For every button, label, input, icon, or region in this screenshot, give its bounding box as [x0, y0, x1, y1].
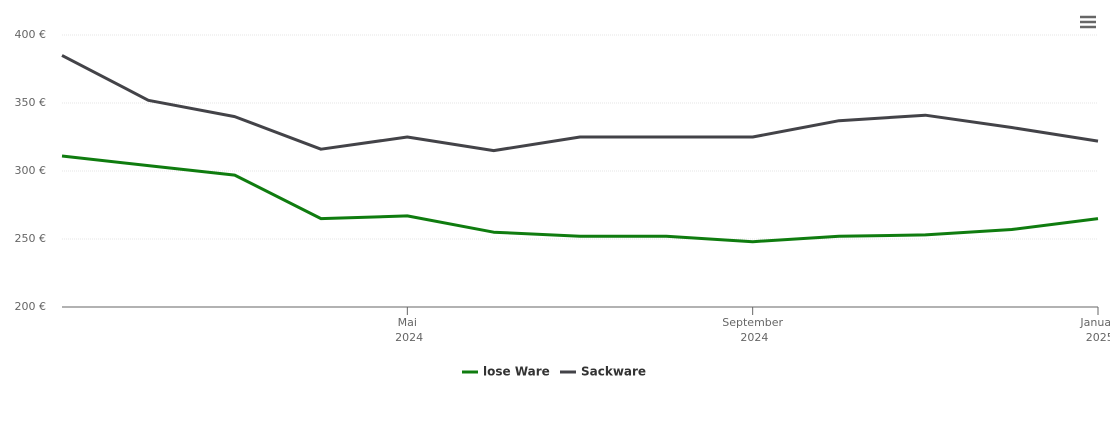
series-line	[61, 54, 1099, 153]
legend-text: lose Ware	[483, 365, 550, 379]
series-line	[61, 154, 1099, 244]
x-tick-label: Mai 2024	[392, 316, 424, 344]
y-tick-label: 300 €	[15, 164, 47, 177]
legend-item[interactable]: Sackware	[560, 365, 646, 379]
y-tick-label: 350 €	[15, 96, 47, 109]
y-tick-label: 250 €	[15, 232, 47, 245]
x-tick-label: Januar 2025	[1079, 316, 1110, 344]
legend-item[interactable]: lose Ware	[462, 365, 550, 379]
menu-button[interactable]	[1078, 12, 1098, 32]
y-tick-label: 200 €	[15, 300, 47, 313]
y-tick-label: 400 €	[15, 28, 47, 41]
x-tick-label: September 2024	[722, 316, 783, 344]
legend-text: Sackware	[581, 365, 646, 379]
